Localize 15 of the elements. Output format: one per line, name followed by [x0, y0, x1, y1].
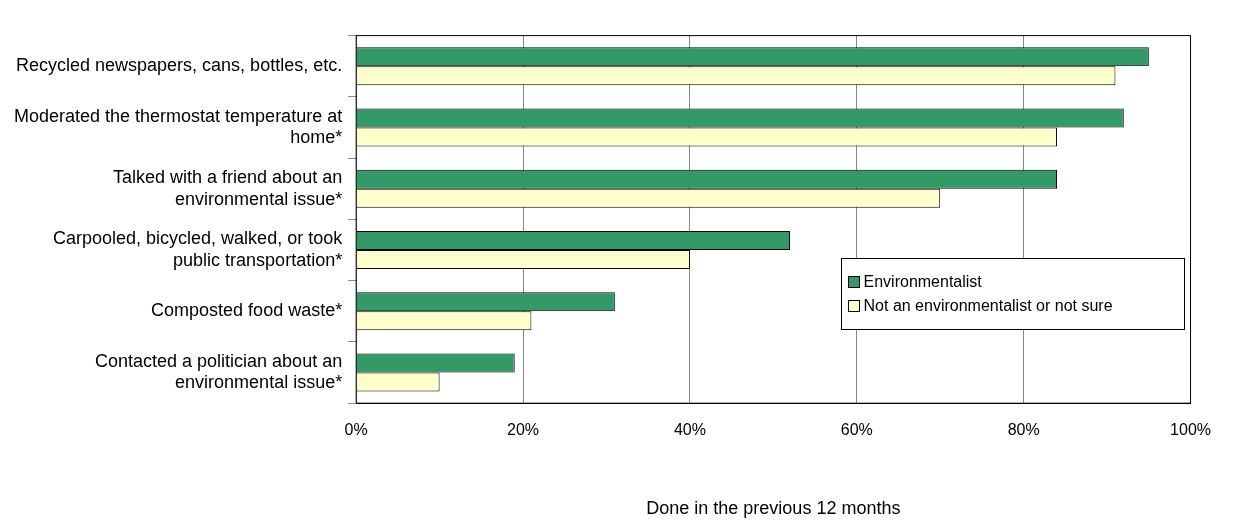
x-tick-label: 40%	[673, 421, 706, 439]
y-tick-label: Composted food waste*	[151, 300, 343, 321]
y-tick-label: Talked with a friend about an environmental issue*	[113, 166, 343, 209]
x-tick-label: 80%	[1007, 421, 1040, 439]
y-tick-label: Contacted a politician about an environmental issue*	[94, 350, 343, 393]
y-tick-label: Moderated the thermostat temperature at home*	[13, 105, 343, 148]
x-tick-label: 0%	[344, 421, 368, 439]
legend-label: Environmentalist	[863, 273, 982, 292]
legend-label: Not an environmentalist or not sure	[863, 297, 1113, 316]
x-tick-label: 60%	[840, 421, 873, 439]
x-tick-label: 20%	[507, 421, 540, 439]
y-tick-label: Carpooled, bicycled, walked, or took public transportation*	[53, 228, 344, 270]
x-axis-title: Done in the previous 12 months	[646, 498, 901, 519]
x-tick-label: 100%	[1170, 421, 1211, 439]
y-tick-label: Recycled newspapers, cans, bottles, etc.	[16, 55, 343, 76]
